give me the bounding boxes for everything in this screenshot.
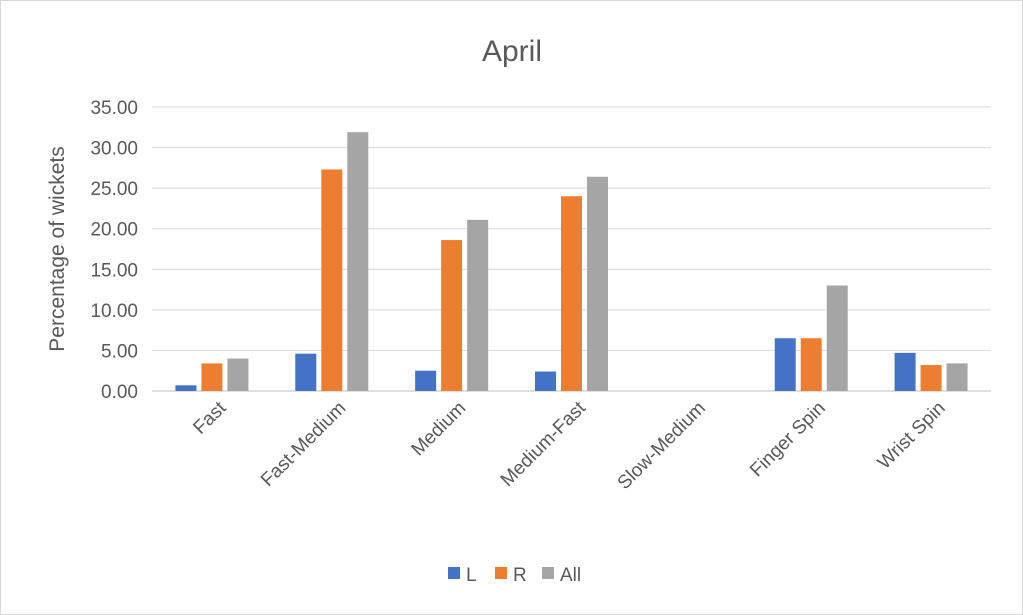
bar-l-medium-fast [535, 371, 556, 391]
bar-r-medium-fast [561, 196, 582, 391]
category-label: Fast [189, 397, 230, 438]
bar-l-medium [415, 370, 437, 391]
category-label: Medium [408, 398, 471, 461]
bars [175, 132, 968, 391]
legend-swatch-l [448, 567, 460, 579]
y-tick-label: 35.00 [90, 98, 138, 119]
y-tick-label: 30.00 [90, 139, 138, 160]
category-label: Finger Spin [746, 398, 830, 482]
legend-label-l: L [466, 565, 477, 586]
bar-l-fast-medium [295, 353, 317, 391]
bar-all-finger-spin [826, 285, 848, 391]
bar-all-fast-medium [347, 132, 369, 391]
y-tick-label: 0.00 [101, 382, 138, 403]
bar-l-wrist-spin [894, 352, 916, 391]
bar-all-wrist-spin [946, 363, 968, 391]
chart-title: April [482, 35, 542, 68]
bar-l-fast [175, 385, 197, 391]
y-tick-label: 25.00 [90, 179, 138, 200]
legend: L R All [448, 565, 581, 586]
y-tick-label: 5.00 [101, 341, 138, 362]
legend-swatch-r [495, 567, 507, 579]
legend-label-all: All [560, 565, 581, 586]
y-axis-label: Percentage of wickets [46, 146, 69, 351]
category-label: Slow-Medium [614, 398, 710, 494]
bar-r-medium [441, 240, 463, 391]
y-tick-labels: 0.00 5.00 10.00 15.00 20.00 25.00 30.00 35.00 [90, 98, 138, 403]
bar-r-finger-spin [800, 338, 822, 391]
bar-all-medium [467, 219, 489, 391]
bar-all-medium-fast [587, 176, 608, 391]
y-tick-label: 10.00 [90, 301, 138, 322]
bar-r-fast [201, 363, 223, 391]
category-labels: Fast Fast-Medium Medium Medium-Fast Slow-Med… [189, 397, 949, 494]
category-label: Medium-Fast [497, 397, 591, 491]
legend-label-r: R [513, 565, 527, 586]
bar-r-fast-medium [321, 169, 343, 391]
bar-all-fast [227, 358, 249, 391]
y-tick-label: 15.00 [90, 260, 138, 281]
category-label: Fast-Medium [257, 398, 350, 491]
bar-l-finger-spin [774, 338, 796, 391]
legend-swatch-all [542, 567, 554, 579]
category-label: Wrist Spin [874, 398, 950, 474]
y-tick-label: 20.00 [90, 220, 138, 241]
bar-r-wrist-spin [920, 365, 942, 391]
